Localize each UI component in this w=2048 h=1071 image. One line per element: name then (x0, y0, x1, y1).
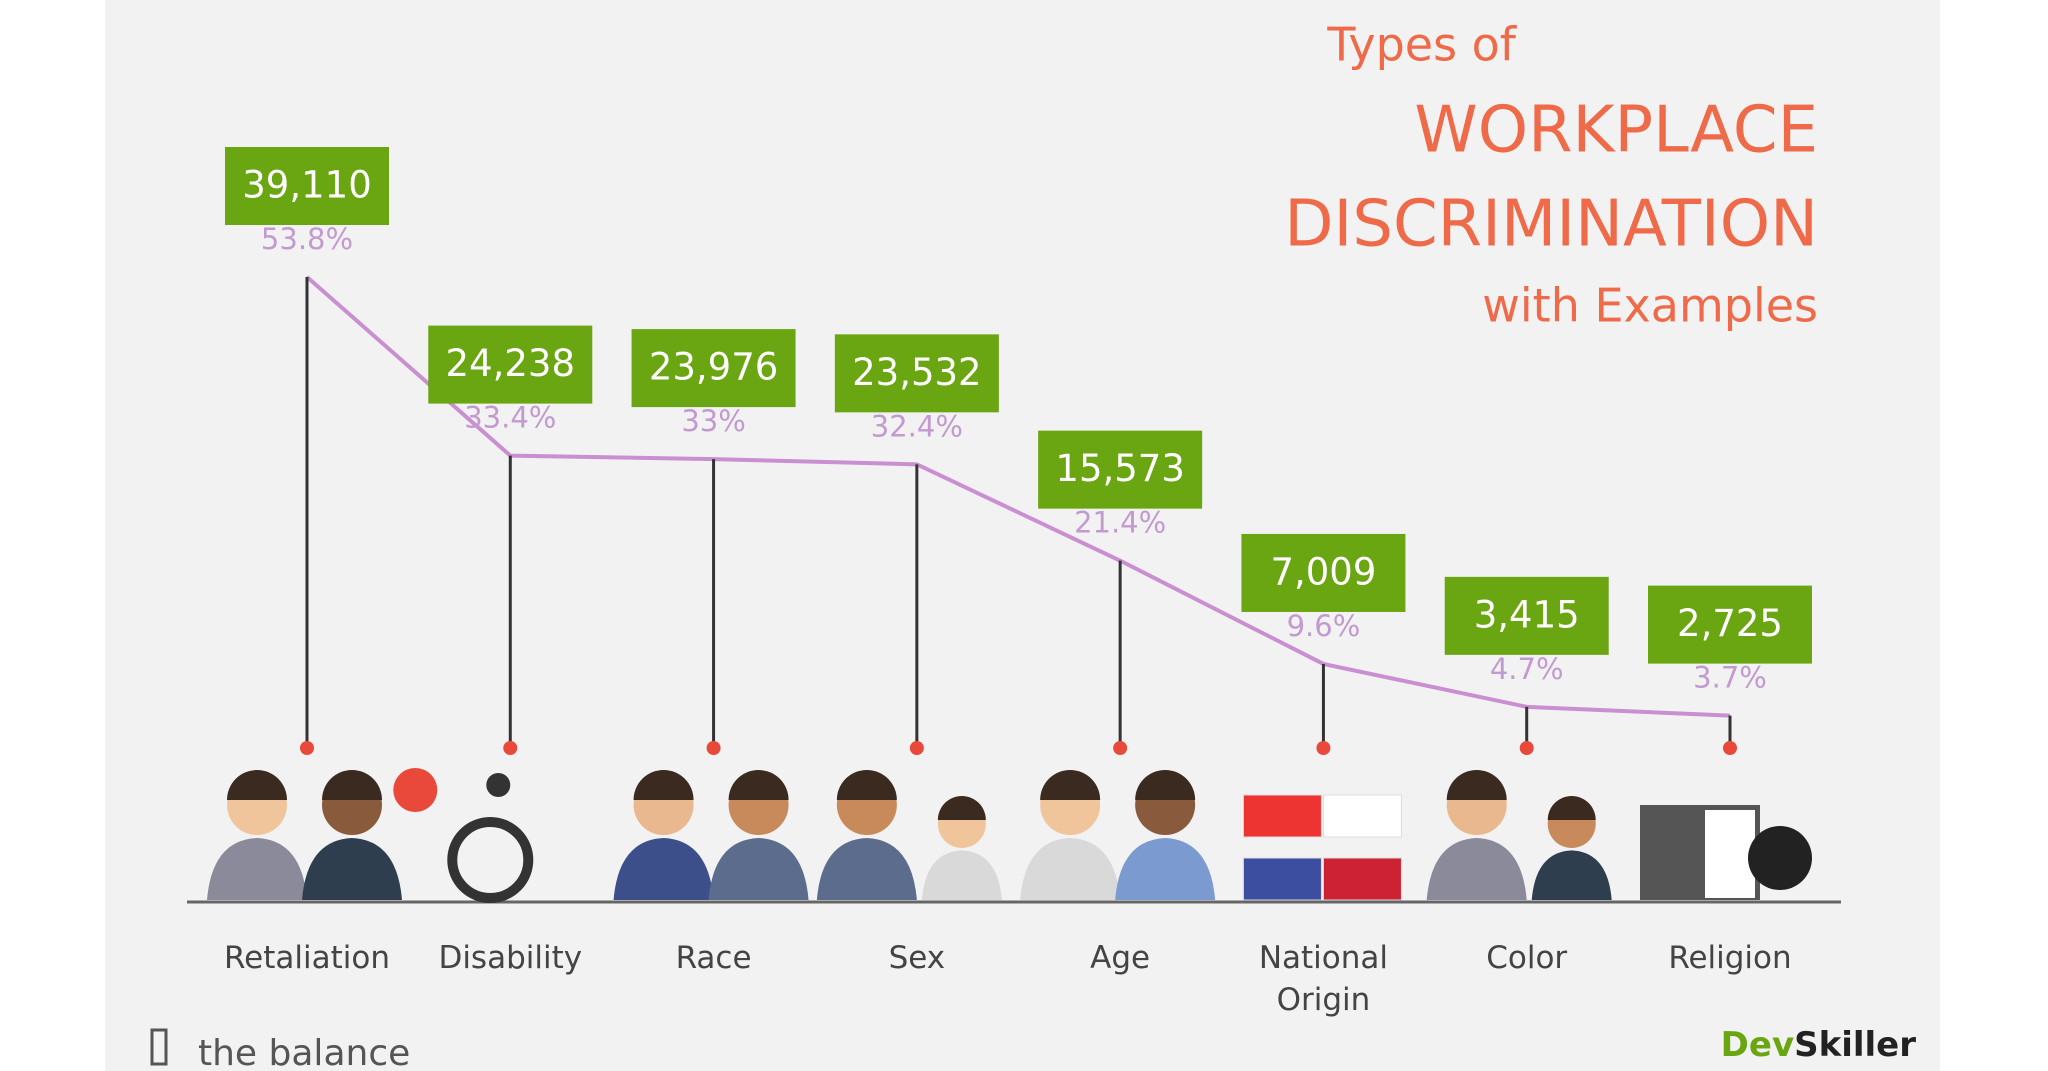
icon-hair (633, 770, 694, 800)
count-label: 15,573 (1055, 447, 1184, 490)
percent-label: 21.4% (1074, 506, 1166, 540)
x-tick-label: Disability (438, 940, 583, 976)
icon-flag (1242, 794, 1322, 838)
dot (1316, 741, 1331, 755)
title-line: Types of (1326, 18, 1517, 72)
percent-label: 32.4% (871, 409, 963, 443)
title-line: DISCRIMINATION (1284, 188, 1818, 262)
icon-hair (1135, 770, 1196, 800)
icon-flag (1242, 857, 1322, 901)
count-box (225, 147, 389, 225)
count-label: 24,238 (446, 342, 575, 385)
dot (503, 741, 518, 755)
dot (909, 741, 924, 755)
count-box (428, 325, 593, 404)
icon-hair (322, 770, 382, 800)
brand: DevSkiller (1721, 1025, 1917, 1065)
count-box (1241, 533, 1406, 612)
icon-wheel (447, 817, 534, 903)
line (305, 275, 1731, 718)
dot (1519, 741, 1534, 755)
count-box (834, 334, 999, 413)
icon-hair (1446, 770, 1507, 800)
source: the balance (198, 1033, 410, 1071)
icon-body (1020, 838, 1121, 900)
logo-icon (150, 1028, 168, 1066)
dot (706, 741, 721, 755)
icon-body (1115, 838, 1216, 900)
x-tick-label: Sex (888, 940, 946, 976)
dot (1113, 741, 1128, 755)
percent-label: 3.7% (1693, 661, 1767, 695)
count-label: 7,009 (1270, 550, 1376, 593)
x-tick-label: Retaliation (224, 940, 390, 976)
icon-yinyang (1748, 826, 1812, 890)
x-tick-label: National Origin (1258, 940, 1389, 1018)
count-box (1648, 585, 1812, 664)
count-label: 39,110 (242, 164, 371, 207)
count-box (1444, 576, 1609, 655)
icon-flag (1322, 794, 1402, 838)
count-box (1038, 430, 1203, 509)
count-label: 3,415 (1474, 593, 1580, 636)
x-tick-label: Religion (1668, 940, 1792, 976)
icon-body (302, 838, 402, 900)
icon-body (1426, 838, 1527, 900)
icon-hair (227, 770, 287, 800)
icon-hair (1040, 770, 1101, 800)
icon-body (207, 838, 307, 900)
icon-hair (836, 770, 897, 800)
icon-hair (1547, 796, 1596, 820)
icon-head (486, 773, 511, 797)
x-tick-label: Color (1486, 940, 1568, 976)
icon-body (1531, 850, 1612, 900)
percent-label: 9.6% (1287, 609, 1361, 643)
icon-hair (728, 770, 789, 800)
x-tick-label: Age (1090, 940, 1151, 976)
logo: the balance (150, 1028, 410, 1071)
icon-body (613, 838, 714, 900)
percent-label: 33.4% (464, 401, 556, 435)
title: Types of WORKPLACE DISCRIMINATION with E… (1284, 18, 1818, 333)
count-label: 23,532 (852, 351, 981, 394)
icon-hair (937, 796, 986, 820)
dot (1723, 741, 1737, 755)
dot (300, 741, 314, 755)
count-label: 23,976 (649, 346, 778, 389)
icon-book-page (1705, 810, 1755, 898)
icon-body (708, 838, 809, 900)
percent-label: 53.8% (261, 222, 353, 256)
brand-part: Dev (1721, 1025, 1794, 1065)
percent-label: 4.7% (1490, 652, 1564, 686)
title-line: with Examples (1482, 279, 1818, 333)
title-line: WORKPLACE (1414, 94, 1818, 168)
x-tick-label: Race (675, 940, 752, 976)
count-box (631, 329, 796, 408)
brand-part: Skiller (1794, 1025, 1916, 1065)
percent-label: 33% (681, 404, 745, 438)
icon-body (816, 838, 917, 900)
icon-flag (1322, 857, 1402, 901)
icon-bubble (393, 768, 438, 812)
count-label: 2,725 (1677, 602, 1783, 645)
icon-body (921, 850, 1002, 900)
